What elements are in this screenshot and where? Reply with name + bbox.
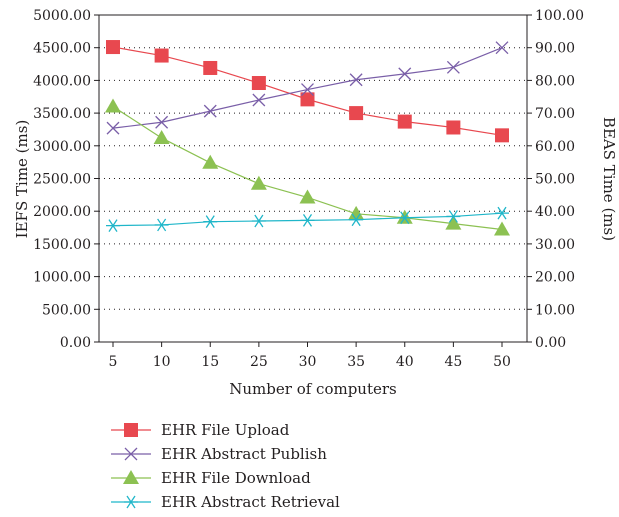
left-y-tick-label: 500.00: [42, 302, 91, 318]
right-y-tick-label: 90.00: [535, 41, 575, 57]
gridlines: [99, 47, 527, 310]
data-point: [203, 60, 218, 75]
x-axis-ticks: 5 10 15 25 30 35 40 45 50: [109, 342, 511, 370]
data-point: [495, 206, 509, 220]
legend-marker: [124, 447, 138, 461]
series-line: [112, 46, 503, 136]
legend-item: EHR Abstract Publish: [111, 445, 327, 463]
left-y-tick-label: 0.00: [60, 335, 91, 351]
right-y-tick-label: 0.00: [535, 335, 566, 351]
series-ehr-abstract-retrieval: [106, 206, 509, 232]
series-ehr-file-upload: [106, 40, 509, 143]
data-point: [446, 120, 461, 135]
series-ehr-abstract-publish: [106, 41, 509, 135]
data-point: [154, 48, 169, 63]
legend-item: EHR Abstract Retrieval: [111, 493, 340, 511]
left-y-tick-label: 1000.00: [33, 270, 91, 286]
data-point: [203, 215, 218, 229]
legend-label: EHR Abstract Publish: [161, 445, 327, 463]
left-y-tick-label: 5000.00: [33, 8, 91, 24]
data-point: [445, 215, 462, 230]
data-point: [349, 106, 364, 121]
left-y-tick-label: 1500.00: [33, 237, 91, 253]
legend-item: EHR File Download: [111, 469, 311, 487]
right-y-tick-label: 70.00: [535, 106, 575, 122]
right-y-axis-title: BEAS Time (ms): [600, 117, 618, 241]
x-tick-label: 50: [493, 354, 511, 370]
left-y-tick-label: 4000.00: [33, 73, 91, 89]
data-point: [397, 211, 412, 225]
legend-item: EHR File Upload: [111, 421, 290, 439]
data-point: [106, 40, 120, 55]
left-y-axis-title: IEFS Time (ms): [13, 120, 31, 239]
legend-marker: [124, 495, 138, 509]
left-y-tick-label: 2000.00: [33, 204, 91, 220]
data-point: [494, 221, 510, 236]
data-point: [251, 214, 266, 228]
x-tick-label: 25: [250, 354, 268, 370]
legend-label: EHR File Upload: [161, 421, 290, 439]
right-y-tick-label: 50.00: [535, 172, 575, 188]
data-point: [154, 218, 169, 232]
left-y-tick-label: 3500.00: [33, 106, 91, 122]
x-tick-label: 35: [347, 354, 365, 370]
right-y-tick-label: 40.00: [535, 204, 575, 220]
left-y-axis-ticks: 0.00 500.00 1000.00 1500.00 2000.00 2500.00 30…: [33, 8, 99, 351]
series-ehr-file-download: [105, 98, 510, 236]
left-y-tick-label: 3000.00: [33, 139, 91, 155]
series-lines: [105, 40, 510, 236]
data-point: [495, 128, 509, 143]
data-point: [301, 83, 314, 97]
data-point: [250, 175, 267, 190]
series-line: [112, 47, 503, 129]
data-point: [349, 73, 363, 87]
data-point: [398, 67, 412, 81]
left-y-tick-label: 2500.00: [33, 172, 91, 188]
right-y-tick-label: 100.00: [535, 8, 584, 24]
right-y-tick-label: 10.00: [535, 302, 575, 318]
data-point: [106, 121, 120, 135]
x-tick-label: 5: [109, 354, 118, 370]
right-y-tick-label: 30.00: [535, 237, 575, 253]
right-y-axis-ticks: 0.00 10.00 20.00 30.00 40.00 50.00 60.00 70.00 8…: [527, 8, 584, 351]
x-axis-title: Number of computers: [229, 380, 396, 398]
data-point: [203, 104, 217, 118]
data-point: [106, 219, 120, 232]
right-y-tick-label: 80.00: [535, 73, 575, 89]
data-point: [349, 213, 364, 227]
data-point: [446, 60, 460, 74]
right-y-tick-label: 20.00: [535, 270, 575, 286]
data-point: [153, 129, 170, 144]
data-point: [251, 76, 266, 91]
data-point: [495, 41, 509, 55]
data-point: [348, 205, 365, 220]
legend-marker: [123, 470, 139, 484]
left-y-tick-label: 4500.00: [33, 41, 91, 57]
data-point: [397, 114, 412, 129]
data-point: [299, 189, 316, 204]
data-point: [252, 93, 266, 107]
x-tick-label: 40: [396, 354, 414, 370]
data-point: [300, 92, 315, 107]
legend-label: EHR File Download: [161, 469, 311, 487]
data-point: [155, 115, 169, 129]
x-tick-label: 15: [201, 354, 219, 370]
x-tick-label: 10: [153, 354, 171, 370]
data-point: [105, 98, 121, 113]
right-y-tick-label: 60.00: [535, 139, 575, 155]
legend-label: EHR Abstract Retrieval: [161, 493, 340, 511]
data-point: [446, 210, 461, 223]
x-tick-label: 45: [444, 354, 462, 370]
legend: EHR File Upload EHR Abstract Publish EHR F…: [111, 421, 340, 511]
legend-marker: [124, 423, 138, 437]
data-point: [202, 154, 219, 169]
series-line: [112, 106, 503, 231]
x-tick-label: 30: [299, 354, 317, 370]
data-point: [300, 213, 315, 227]
